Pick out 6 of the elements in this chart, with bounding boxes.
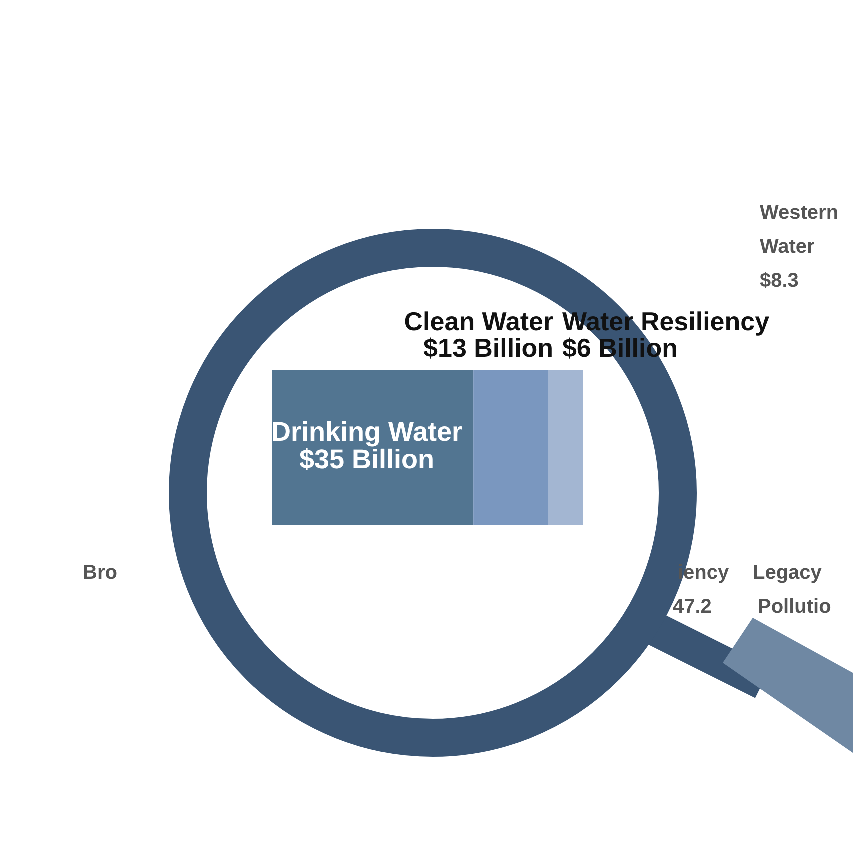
text: Legacy (753, 562, 823, 584)
text: 47.2 (673, 596, 712, 618)
text: Western Water $8.3 (760, 202, 839, 292)
series-label: Drinking Water (271, 416, 463, 447)
text: Bro (83, 562, 118, 584)
text: Pollutio (758, 596, 832, 618)
